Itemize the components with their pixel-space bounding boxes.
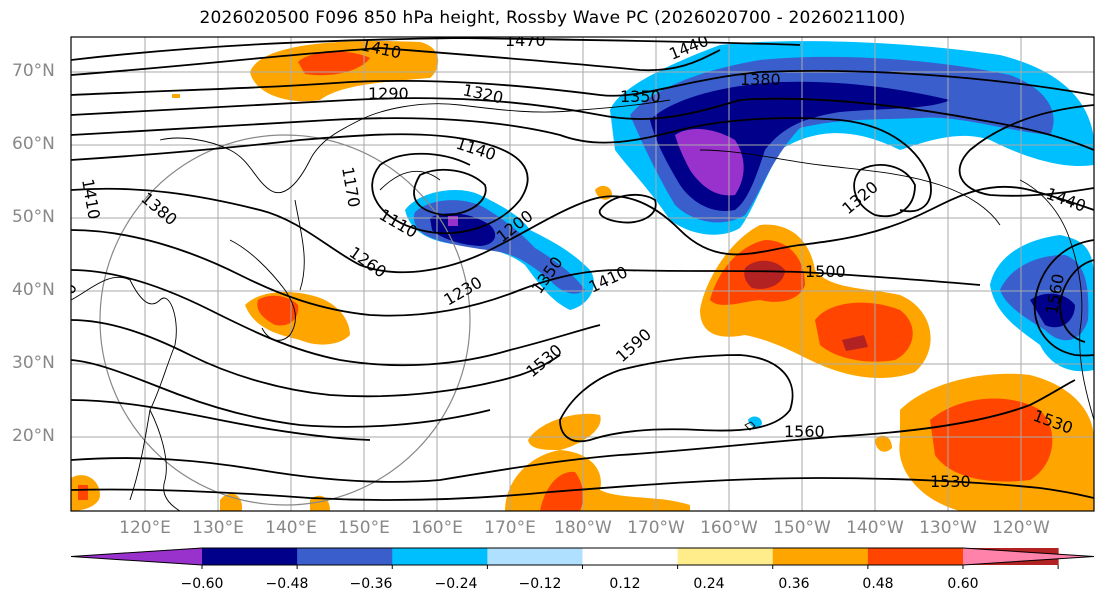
shading-layer xyxy=(71,40,1094,511)
shade-positive xyxy=(298,51,370,76)
colorbar-tick-label: −0.60 xyxy=(180,576,224,592)
colorbar-tick-label: 0.60 xyxy=(947,576,979,592)
map-frame xyxy=(70,36,1095,512)
lon-label: 140°W xyxy=(846,518,904,538)
colorbar-tick-label: −0.36 xyxy=(349,576,393,592)
lon-label: 170°W xyxy=(627,518,685,538)
shade-positive xyxy=(875,435,892,452)
shade-positive xyxy=(257,295,299,326)
shade-positive xyxy=(930,398,1053,482)
colorbar-tick-label: −0.48 xyxy=(265,576,309,592)
colorbar-tick-label: 0.48 xyxy=(862,576,894,592)
lon-label: 160°W xyxy=(700,518,758,538)
lon-label: 120°E xyxy=(119,518,171,538)
lat-label: 30°N xyxy=(12,353,55,373)
colorbar-extend-low xyxy=(71,548,202,565)
colorbar-segment xyxy=(202,548,298,565)
contour-label: 1530 xyxy=(930,472,971,491)
colorbar-segment xyxy=(677,548,774,565)
shade-positive xyxy=(528,413,601,450)
lon-label: 170°E xyxy=(484,518,536,538)
colorbar xyxy=(70,547,1095,569)
figure-title: 2026020500 F096 850 hPa height, Rossby W… xyxy=(199,8,906,28)
lat-label: 70°N xyxy=(12,61,55,81)
contour-label: 1500 xyxy=(805,262,846,281)
colorbar-segment xyxy=(772,548,869,565)
lat-label: 50°N xyxy=(12,207,55,227)
contour-label: 1470 xyxy=(505,31,546,50)
shade-positive xyxy=(78,485,88,500)
lon-label: 180°W xyxy=(554,518,612,538)
contour-label: 1560 xyxy=(784,422,825,441)
lon-label: 160°E xyxy=(411,518,463,538)
contour-label: 1290 xyxy=(368,84,409,103)
lon-label: 130°E xyxy=(192,518,244,538)
shade-positive xyxy=(842,335,868,351)
shade-negative xyxy=(1030,293,1075,328)
contour-label: 1380 xyxy=(740,70,781,89)
colorbar-segment xyxy=(487,548,583,565)
lon-label: 150°E xyxy=(338,518,390,538)
lon-label: 140°E xyxy=(265,518,317,538)
lat-label: 60°N xyxy=(12,134,55,154)
lat-label: 20°N xyxy=(12,426,55,446)
colorbar-tick-label: −0.12 xyxy=(518,576,562,592)
colorbar-segment xyxy=(582,548,679,565)
lon-label: 130°W xyxy=(919,518,977,538)
lon-label: 150°W xyxy=(773,518,831,538)
shade-positive xyxy=(815,302,913,362)
colorbar-segment xyxy=(297,548,393,565)
map-panel: 1470 1440 1410 1380 1350 1320 1290 1140 … xyxy=(56,31,1094,511)
shade-negative xyxy=(748,416,762,428)
colorbar-tick-label: −0.24 xyxy=(434,576,478,592)
shade-positive xyxy=(744,260,785,289)
contour-label: 1350 xyxy=(620,87,661,106)
lon-label: 120°W xyxy=(992,518,1050,538)
colorbar-tick-label: 0.24 xyxy=(693,576,725,592)
lat-label: 40°N xyxy=(12,280,55,300)
shade-negative xyxy=(430,213,496,246)
colorbar-segment xyxy=(867,548,964,565)
colorbar-tick-label: 0.12 xyxy=(609,576,641,592)
range-circle xyxy=(99,134,471,506)
shade-negative xyxy=(675,128,744,196)
colorbar-segment xyxy=(392,548,488,565)
colorbar-tick-label: 0.36 xyxy=(778,576,810,592)
contour-label: 70 xyxy=(56,281,81,307)
shade-positive xyxy=(172,94,180,98)
colorbar-extend-high xyxy=(963,548,1094,565)
height-contours xyxy=(71,37,1094,501)
